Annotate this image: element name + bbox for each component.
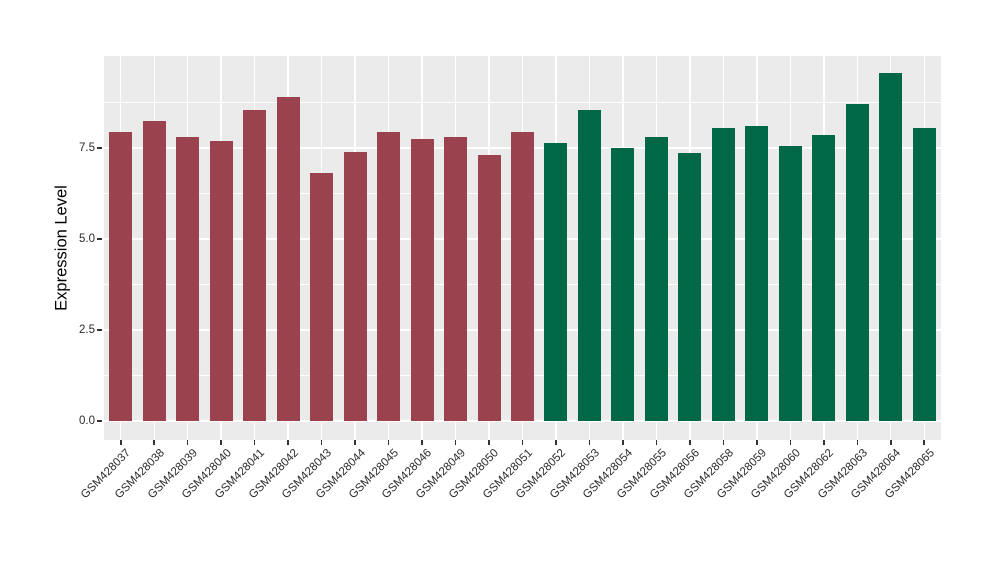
x-tick-mark <box>354 440 356 445</box>
y-tick-mark <box>97 147 102 149</box>
y-tick-label: 2.5 <box>79 323 95 336</box>
x-tick-mark <box>655 440 658 445</box>
x-tick-mark <box>421 440 423 445</box>
x-tick-mark <box>454 440 457 445</box>
bar-GSM428049 <box>444 137 468 421</box>
bar-GSM428037 <box>109 131 133 421</box>
bar-GSM428053 <box>577 109 601 421</box>
x-tick-mark <box>588 440 591 445</box>
bar-GSM428038 <box>142 120 166 421</box>
y-tick-mark <box>97 238 102 240</box>
bar-GSM428044 <box>343 151 367 421</box>
y-tick-label: 5.0 <box>79 232 95 245</box>
x-tick-mark <box>722 440 725 445</box>
x-tick-mark <box>923 440 926 445</box>
bar-GSM428045 <box>377 131 401 421</box>
x-tick-mark <box>253 440 256 445</box>
bar-GSM428054 <box>611 148 635 421</box>
bar-GSM428040 <box>209 140 233 421</box>
bar-GSM428064 <box>879 73 903 421</box>
x-tick-mark <box>856 440 859 445</box>
y-axis-title-box: Expression Level <box>50 56 74 440</box>
bar-GSM428062 <box>812 135 836 421</box>
x-tick-mark <box>622 440 624 445</box>
x-tick-mark <box>889 440 892 445</box>
x-tick-mark <box>823 440 825 445</box>
x-tick-mark <box>186 440 189 445</box>
x-tick-mark <box>555 440 557 445</box>
bar-GSM428046 <box>410 138 434 421</box>
bar-GSM428058 <box>711 127 735 421</box>
bar-GSM428042 <box>276 97 300 421</box>
plot-panel <box>104 56 941 440</box>
bar-GSM428043 <box>310 173 334 421</box>
y-tick-label: 7.5 <box>79 141 95 154</box>
y-tick-mark <box>97 420 102 422</box>
x-tick-mark <box>689 440 691 445</box>
x-tick-mark <box>521 440 524 445</box>
bar-GSM428056 <box>678 153 702 421</box>
x-tick-mark <box>488 440 490 445</box>
bar-GSM428039 <box>176 137 200 421</box>
y-tick-label: 0.0 <box>79 414 95 427</box>
y-axis-title: Expression Level <box>52 185 71 311</box>
x-tick-mark <box>153 440 155 445</box>
bar-GSM428051 <box>511 131 534 421</box>
bar-GSM428050 <box>477 155 501 421</box>
x-tick-mark <box>387 440 390 445</box>
x-tick-mark <box>287 440 289 445</box>
y-tick-mark <box>97 329 102 331</box>
bar-GSM428060 <box>778 146 802 421</box>
bar-GSM428052 <box>544 142 568 421</box>
bar-GSM428041 <box>243 109 267 421</box>
x-tick-mark <box>320 440 323 445</box>
bar-GSM428055 <box>644 137 668 421</box>
x-tick-mark <box>220 440 222 445</box>
x-tick-mark <box>119 440 122 445</box>
x-tick-mark <box>789 440 792 445</box>
bar-GSM428063 <box>845 104 869 421</box>
bar-GSM428059 <box>745 126 769 421</box>
bar-GSM428065 <box>912 127 936 421</box>
x-tick-mark <box>756 440 758 445</box>
